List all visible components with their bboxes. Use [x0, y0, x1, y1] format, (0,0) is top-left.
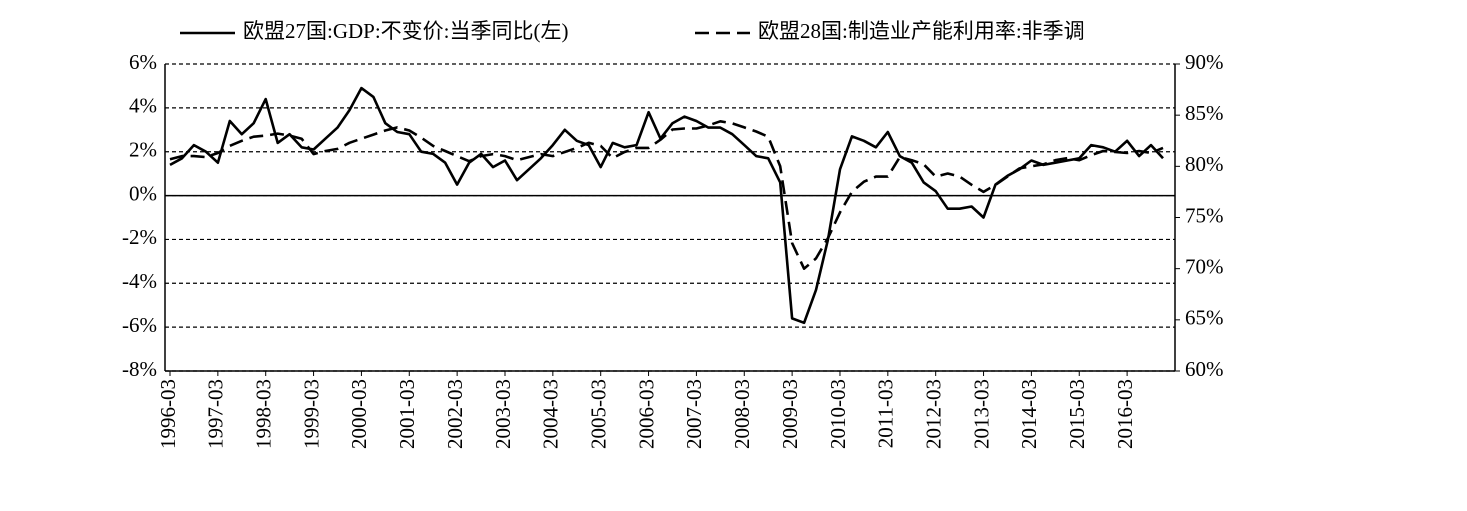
- x-tick-label: 1999-03: [299, 379, 323, 449]
- data-line: [169, 86, 1164, 325]
- legend-label: 欧盟28国:制造业产能利用率:非季调: [758, 19, 1085, 43]
- legend-label: 欧盟27国:GDP:不变价:当季同比(左): [243, 19, 569, 43]
- data-line: [169, 120, 1164, 270]
- y-tick-label: 4%: [129, 94, 157, 118]
- x-tick-label: 2001-03: [395, 379, 419, 449]
- x-tick-label: 2000-03: [347, 379, 371, 449]
- x-tick-label: 2015-03: [1065, 379, 1089, 449]
- y-tick-label: 0%: [129, 181, 157, 205]
- y-tick-label: -8%: [122, 357, 157, 381]
- x-tick-label: 2004-03: [539, 379, 563, 449]
- y2-tick-label: 65%: [1185, 306, 1224, 330]
- y-tick-label: -2%: [122, 225, 157, 249]
- x-tick-label: 2009-03: [778, 379, 802, 449]
- y-tick-label: -6%: [122, 313, 157, 337]
- x-tick-label: 2011-03: [874, 379, 898, 448]
- y2-tick-label: 90%: [1185, 50, 1224, 74]
- x-tick-label: 2005-03: [587, 379, 611, 449]
- x-tick-label: 1997-03: [204, 379, 228, 449]
- x-tick-label: 2002-03: [443, 379, 467, 449]
- x-tick-label: 2008-03: [730, 379, 754, 449]
- x-tick-label: 1996-03: [156, 379, 180, 449]
- y2-tick-label: 75%: [1185, 203, 1224, 227]
- x-tick-label: 2006-03: [634, 379, 658, 449]
- x-tick-label: 2016-03: [1113, 379, 1137, 449]
- x-tick-label: 2012-03: [921, 379, 945, 449]
- y-tick-label: 2%: [129, 138, 157, 162]
- x-tick-label: 2013-03: [969, 379, 993, 449]
- y2-tick-label: 85%: [1185, 101, 1224, 125]
- x-tick-label: 2010-03: [826, 379, 850, 449]
- y2-tick-label: 60%: [1185, 357, 1224, 381]
- y2-tick-label: 70%: [1185, 254, 1224, 278]
- x-tick-label: 2014-03: [1017, 379, 1041, 449]
- x-tick-label: 2007-03: [682, 379, 706, 449]
- y-tick-label: -4%: [122, 269, 157, 293]
- x-tick-label: 1998-03: [252, 379, 276, 449]
- x-tick-label: 2003-03: [491, 379, 515, 449]
- y-tick-label: 6%: [129, 50, 157, 74]
- y2-tick-label: 80%: [1185, 152, 1224, 176]
